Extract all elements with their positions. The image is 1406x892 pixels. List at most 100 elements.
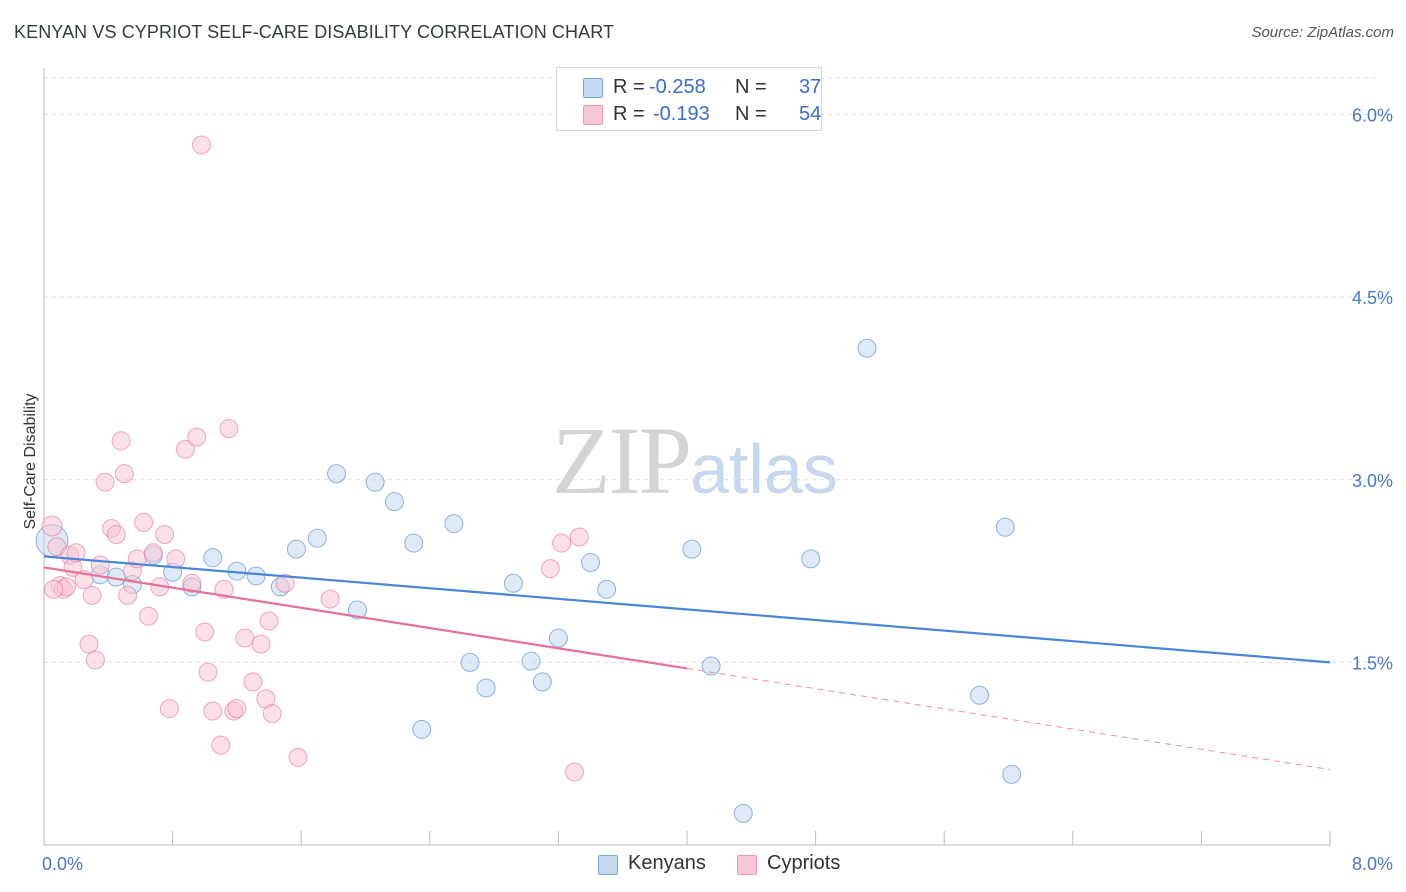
kenyan-point: [384, 492, 404, 512]
kenyan-point: [521, 651, 541, 671]
cypriot-point: [259, 611, 279, 631]
kenyan-point: [503, 573, 523, 593]
cypriot-point: [106, 525, 126, 545]
kenyan-point: [597, 579, 617, 599]
kenyan-point: [327, 464, 347, 484]
cypriot-point: [82, 585, 102, 605]
legend-n-label: N =: [735, 103, 767, 125]
cypriot-point: [320, 589, 340, 609]
cypriot-point: [552, 533, 572, 553]
cypriot-trend-extension: [686, 667, 1331, 771]
cypriot-point: [569, 527, 589, 547]
bottom-legend-swatch-kenyans: [598, 855, 618, 875]
x-tick-label: 0.0%: [42, 854, 83, 874]
cypriot-point: [85, 650, 105, 670]
cypriot-point: [564, 762, 584, 782]
bottom-legend-label: Cypriots: [767, 852, 841, 874]
cypriot-point: [262, 704, 282, 724]
data-points: [35, 135, 1022, 823]
cypriot-point: [41, 515, 63, 537]
cypriot-point: [182, 573, 202, 593]
kenyan-point: [347, 600, 367, 620]
cypriot-point: [114, 464, 134, 484]
cypriot-point: [155, 525, 175, 545]
legend-swatch-kenyans: [583, 78, 603, 98]
kenyan-point: [581, 553, 601, 573]
bottom-legend-label: Kenyans: [628, 852, 706, 874]
y-tick-label: 6.0%: [1352, 106, 1393, 126]
cypriot-point: [275, 573, 295, 593]
legend-r-value: -0.193: [653, 103, 710, 125]
legend-swatch-cypriots: [583, 105, 603, 125]
watermark: ZIPatlas: [552, 405, 838, 516]
kenyan-point: [682, 539, 702, 559]
cypriot-point: [79, 634, 99, 654]
kenyan-trend-line: [43, 555, 1331, 664]
watermark-zip: ZIP: [552, 407, 692, 514]
legend-r-label: R =: [613, 76, 645, 98]
cypriot-point: [118, 585, 138, 605]
kenyan-point: [246, 566, 266, 586]
bottom-legend-swatch-cypriots: [737, 855, 757, 875]
kenyan-point: [857, 338, 877, 358]
cypriot-point: [243, 672, 263, 692]
y-tick-label: 3.0%: [1352, 471, 1393, 491]
cypriot-point: [134, 512, 154, 532]
cypriot-point: [187, 427, 207, 447]
kenyan-point: [532, 672, 552, 692]
chart-title: KENYAN VS CYPRIOT SELF-CARE DISABILITY C…: [14, 22, 615, 42]
kenyan-point: [412, 719, 432, 739]
kenyan-point: [286, 539, 306, 559]
cypriot-point: [203, 701, 223, 721]
y-tick-label: 1.5%: [1352, 653, 1393, 673]
kenyan-point: [1002, 764, 1022, 784]
cypriot-point: [198, 662, 218, 682]
kenyan-point: [701, 656, 721, 676]
cypriot-point: [95, 472, 115, 492]
kenyan-point: [444, 514, 464, 534]
kenyan-point: [476, 678, 496, 698]
cypriot-point: [251, 634, 271, 654]
kenyan-point: [995, 517, 1015, 537]
cypriot-point: [235, 628, 255, 648]
kenyan-point: [307, 528, 327, 548]
cypriot-point: [44, 579, 64, 599]
cypriot-point: [159, 699, 179, 719]
legend-n-label: N =: [735, 76, 767, 98]
kenyan-point: [460, 652, 480, 672]
cypriot-point: [166, 549, 186, 569]
kenyan-point: [548, 628, 568, 648]
cypriot-point: [227, 699, 247, 719]
correlation-legend: R = -0.258 N = 37 R = -0.193 N = 54: [556, 67, 822, 131]
trend-lines: [43, 555, 1331, 771]
kenyan-point: [203, 548, 223, 568]
y-tick-labels: 1.5% 3.0% 4.5% 6.0%: [1352, 106, 1393, 674]
cypriot-trend-line: [43, 566, 688, 670]
kenyan-point: [801, 549, 821, 569]
chart-source: Source: ZipAtlas.com: [1251, 24, 1394, 41]
cypriot-point: [195, 622, 215, 642]
cypriot-point: [214, 579, 234, 599]
cypriot-point: [211, 735, 231, 755]
cypriot-point: [90, 555, 110, 575]
cypriot-point: [540, 559, 560, 579]
cypriot-point: [138, 606, 158, 626]
legend-n-value: 37: [799, 76, 822, 98]
x-tick-label: 8.0%: [1352, 854, 1393, 874]
cypriot-point: [143, 543, 163, 563]
cypriot-point: [192, 135, 212, 155]
kenyan-point: [970, 685, 990, 705]
axes: [43, 68, 1331, 846]
x-tick-labels: 0.0% 8.0%: [42, 854, 1393, 874]
legend-n-value: 54: [799, 103, 822, 125]
cypriot-point: [175, 439, 195, 459]
cypriot-point: [111, 431, 131, 451]
y-axis-label: Self-Care Disability: [22, 393, 39, 529]
watermark-atlas: atlas: [690, 430, 838, 508]
kenyan-point: [365, 472, 385, 492]
cypriot-point: [66, 543, 86, 563]
kenyan-point: [404, 533, 424, 553]
y-tick-label: 4.5%: [1352, 288, 1393, 308]
legend-r-label: R =: [613, 103, 645, 125]
